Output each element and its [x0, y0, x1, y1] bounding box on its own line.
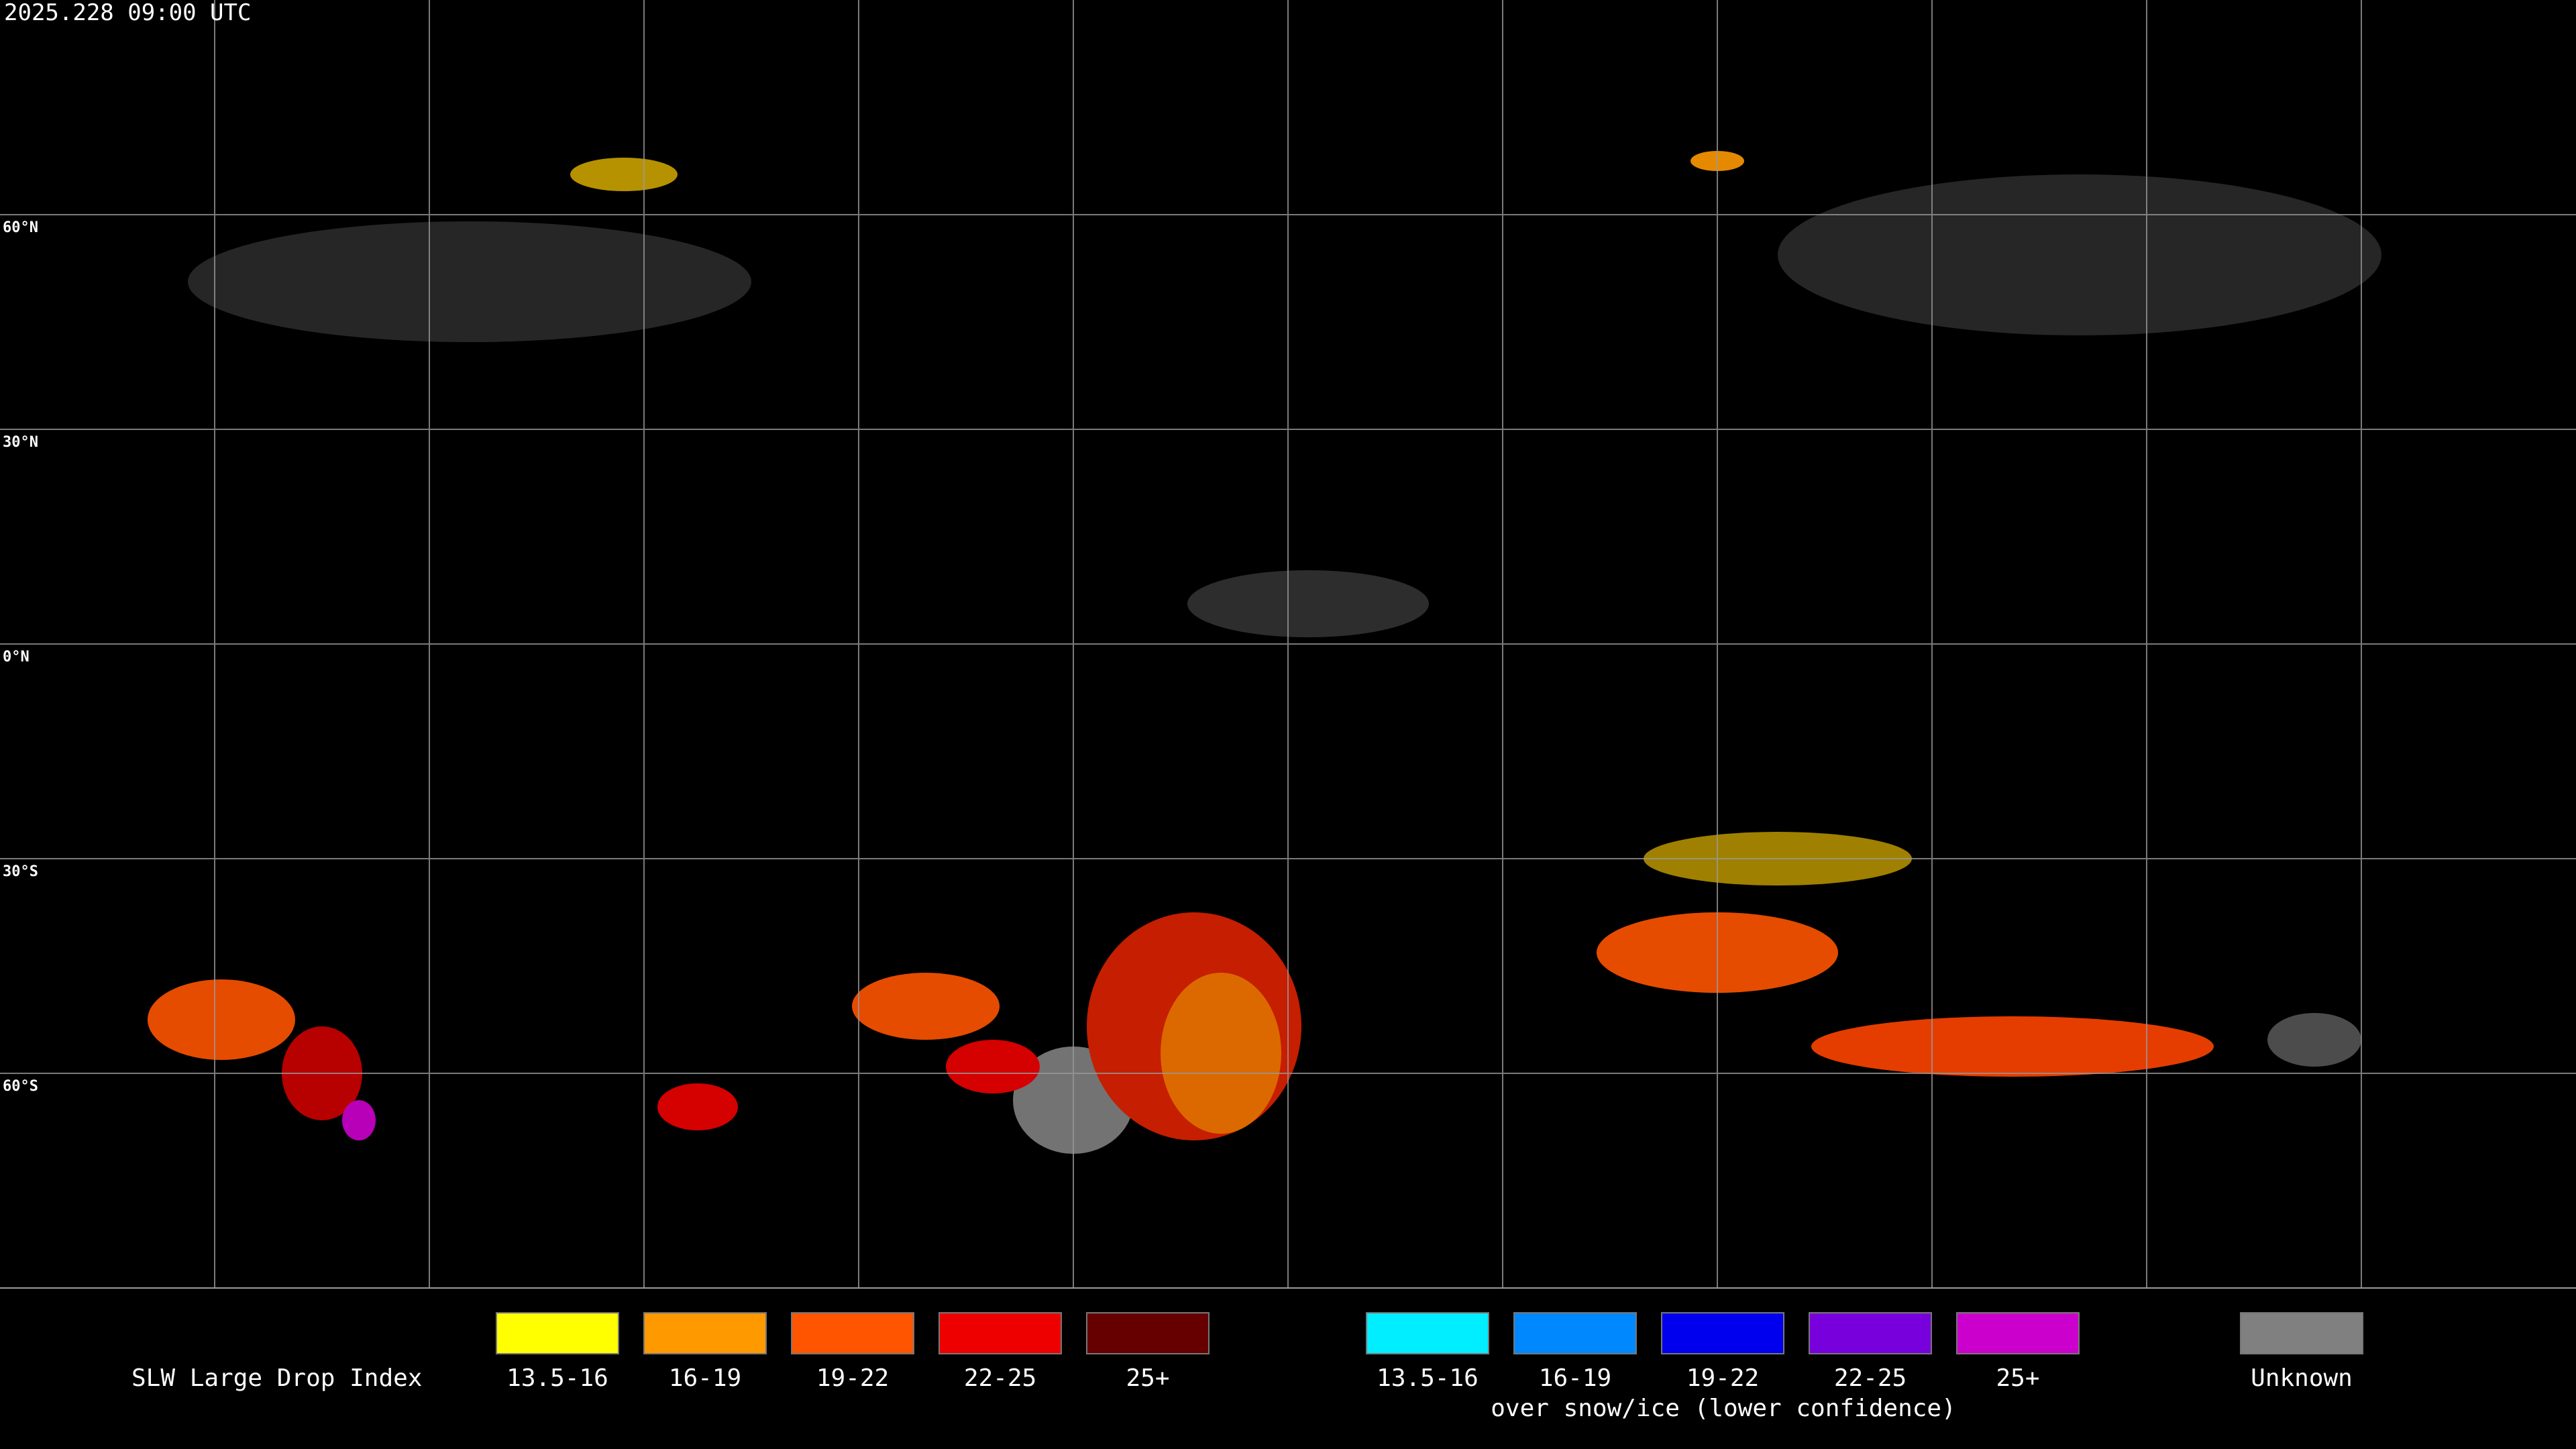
latitude-label: 0°N — [3, 649, 30, 665]
legend-swatch — [1366, 1312, 1489, 1354]
legend-label: 22-25 — [964, 1364, 1036, 1392]
legend-swatch — [1086, 1312, 1210, 1354]
legend-label: 13.5-16 — [506, 1364, 608, 1392]
map — [0, 0, 2576, 1288]
legend-label: 19-22 — [816, 1364, 889, 1392]
legend-swatch — [791, 1312, 914, 1354]
timestamp: 2025.228 09:00 UTC — [4, 0, 251, 26]
legend-title: SLW Large Drop Index — [131, 1364, 422, 1392]
latitude-label: 60°S — [3, 1078, 38, 1095]
legend-swatch — [1809, 1312, 1932, 1354]
latitude-label: 30°N — [3, 434, 38, 451]
legend-label: 19-22 — [1686, 1364, 1759, 1392]
legend-label: 25+ — [1126, 1364, 1169, 1392]
legend-label: 13.5-16 — [1377, 1364, 1479, 1392]
legend-swatch — [643, 1312, 767, 1354]
graticule — [0, 0, 2576, 1288]
legend-swatch — [938, 1312, 1062, 1354]
legend-label: 16-19 — [1539, 1364, 1611, 1392]
legend-label: 25+ — [1996, 1364, 2039, 1392]
legend-swatch — [2240, 1312, 2363, 1354]
legend-swatch — [1513, 1312, 1637, 1354]
legend-swatch — [1956, 1312, 2080, 1354]
legend-label: 22-25 — [1834, 1364, 1907, 1392]
legend-swatch — [496, 1312, 619, 1354]
legend-label: Unknown — [2251, 1364, 2353, 1392]
legend-swatch — [1661, 1312, 1784, 1354]
legend-caption: over snow/ice (lower confidence) — [1491, 1395, 1956, 1422]
latitude-label: 30°S — [3, 863, 38, 880]
legend-label: 16-19 — [669, 1364, 741, 1392]
latitude-label: 60°N — [3, 219, 38, 236]
